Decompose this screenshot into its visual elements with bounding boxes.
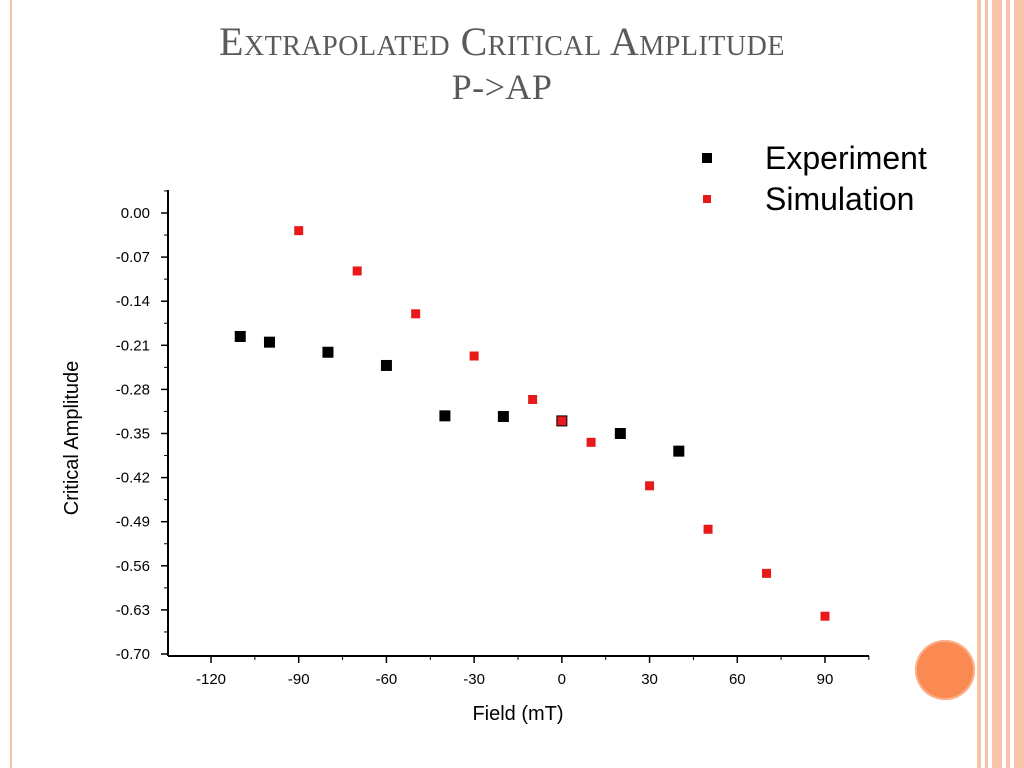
y-tick-label: -0.07: [116, 249, 150, 266]
chart-axes: [167, 190, 869, 657]
right-accent-stripe: [1014, 0, 1024, 768]
legend-label: Experiment: [765, 140, 927, 176]
legend-marker: [703, 195, 711, 203]
y-tick-label: -0.28: [116, 381, 150, 398]
simulation-point: [294, 226, 304, 236]
y-tick-label: -0.70: [116, 646, 150, 663]
chart-marks: [234, 226, 830, 621]
chart-ticks: 0.00 -0.07 -0.14 -0.21 -0.28 -0.35 -0.42 -0.49 -…: [116, 190, 870, 688]
simulation-point: [411, 309, 421, 319]
experiment-point: [263, 336, 275, 348]
x-tick-label: -60: [376, 671, 398, 688]
left-accent-rule: [10, 0, 12, 768]
x-tick-label: 90: [817, 671, 834, 688]
slide-subtitle: P->AP: [451, 67, 553, 107]
simulation-point: [820, 611, 830, 621]
y-tick-label: -0.35: [116, 426, 150, 443]
y-tick-label: -0.63: [116, 602, 150, 619]
y-tick-label: -0.42: [116, 470, 150, 487]
right-accent-stripe: [985, 0, 988, 768]
experiment-point: [322, 346, 334, 358]
x-tick-label: 0: [558, 671, 566, 688]
x-tick-label: 30: [641, 671, 658, 688]
x-tick-label: -90: [288, 671, 310, 688]
experiment-point: [439, 410, 451, 422]
y-tick-label: -0.14: [116, 293, 150, 310]
chart-legend: Experiment Simulation: [702, 140, 927, 217]
experiment-point: [614, 428, 626, 439]
legend-label: Simulation: [765, 181, 914, 217]
simulation-point: [645, 481, 655, 491]
simulation-point: [703, 524, 713, 534]
simulation-point: [528, 394, 538, 404]
simulation-point: [352, 266, 362, 276]
simulation-point: [586, 437, 596, 447]
x-tick-label: -120: [196, 671, 226, 688]
experiment-point: [497, 410, 509, 422]
simulation-point: [557, 416, 567, 426]
y-axis-title: Critical Amplitude: [61, 361, 83, 516]
right-accent-stripe: [1006, 0, 1010, 768]
right-accent-stripe: [977, 0, 981, 768]
right-accent-stripe: [992, 0, 1002, 768]
simulation-point: [762, 568, 772, 578]
legend-marker: [702, 153, 712, 163]
y-tick-label: -0.21: [116, 337, 150, 354]
experiment-point: [234, 330, 246, 342]
experiment-point: [380, 359, 392, 371]
x-axis-title: Field (mT): [472, 703, 563, 725]
simulation-point: [469, 351, 479, 361]
slide-title: Extrapolated Critical Amplitude: [219, 19, 785, 64]
decorative-circle: [915, 640, 975, 700]
y-tick-label: 0.00: [121, 205, 150, 222]
x-tick-label: 60: [729, 671, 746, 688]
experiment-point: [673, 445, 685, 457]
x-tick-label: -30: [463, 671, 485, 688]
y-tick-label: -0.49: [116, 514, 150, 531]
y-tick-label: -0.56: [116, 558, 150, 575]
